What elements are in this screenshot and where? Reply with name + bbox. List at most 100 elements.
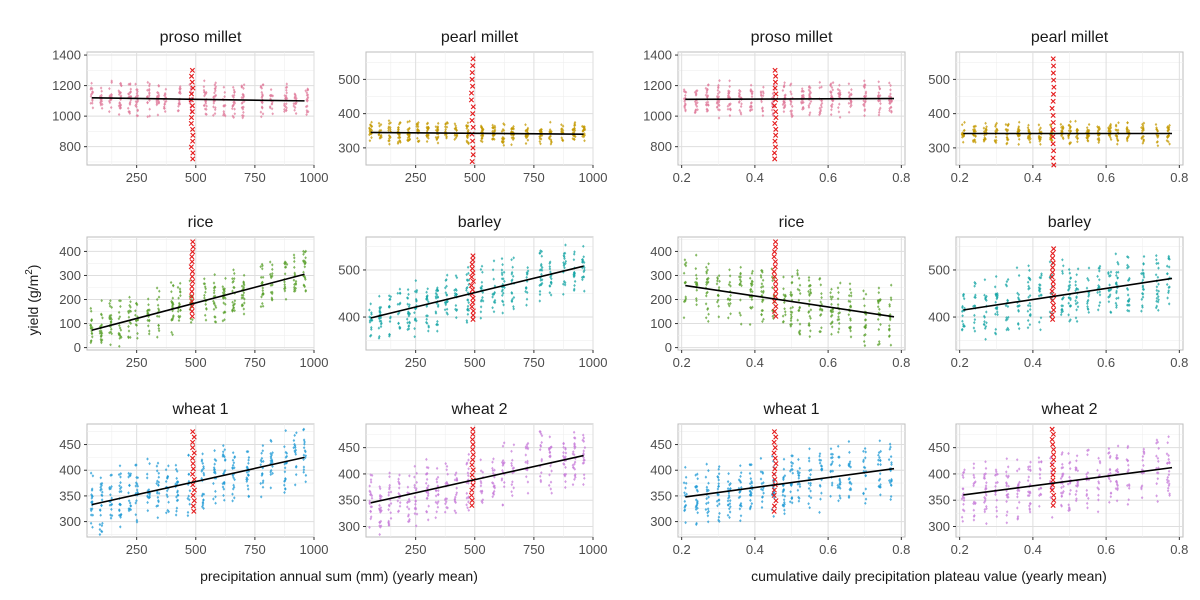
data-point xyxy=(1142,271,1145,275)
data-point xyxy=(444,286,447,290)
data-point xyxy=(985,125,988,129)
data-point xyxy=(202,85,206,89)
data-point xyxy=(157,295,161,299)
data-point xyxy=(188,279,192,283)
highlight-point xyxy=(772,264,778,270)
data-point xyxy=(1018,134,1021,138)
data-point xyxy=(1038,476,1042,480)
data-point xyxy=(837,92,841,96)
data-point xyxy=(388,498,392,502)
data-point xyxy=(1061,271,1064,275)
data-point xyxy=(762,481,765,485)
data-point xyxy=(1016,127,1020,132)
data-point xyxy=(796,482,800,486)
data-point xyxy=(1097,304,1101,308)
data-point xyxy=(240,96,244,100)
data-point xyxy=(820,101,824,105)
highlight-point xyxy=(469,472,475,478)
data-point xyxy=(1098,269,1101,273)
data-point xyxy=(739,279,743,284)
data-point xyxy=(425,139,429,144)
data-point xyxy=(683,262,687,266)
highlight-point xyxy=(470,257,476,263)
data-point xyxy=(369,505,373,509)
highlight-point xyxy=(189,288,195,295)
data-point xyxy=(214,489,217,493)
data-point xyxy=(549,120,552,124)
data-point xyxy=(147,496,151,500)
data-point xyxy=(1142,138,1145,142)
data-point xyxy=(493,486,497,490)
data-point xyxy=(1017,137,1021,141)
data-point xyxy=(434,500,438,504)
data-point xyxy=(425,465,429,469)
data-point xyxy=(974,501,977,505)
data-point xyxy=(761,270,764,274)
data-point xyxy=(118,336,122,340)
data-point xyxy=(797,308,800,313)
data-point xyxy=(762,85,765,89)
data-point xyxy=(694,267,698,271)
data-point xyxy=(370,312,373,316)
data-point xyxy=(436,286,439,290)
data-point xyxy=(526,269,530,273)
data-point xyxy=(524,460,527,464)
data-point xyxy=(202,282,206,286)
data-point xyxy=(203,313,207,317)
data-point xyxy=(808,476,812,480)
data-point xyxy=(862,460,865,464)
data-point xyxy=(983,472,986,476)
data-point xyxy=(1004,283,1008,287)
data-point xyxy=(837,327,841,331)
data-point xyxy=(1067,301,1070,305)
data-point xyxy=(129,472,133,476)
highlight-point xyxy=(190,132,196,138)
data-point xyxy=(368,320,372,324)
highlight-point xyxy=(469,487,475,493)
data-point xyxy=(1165,264,1169,268)
data-point xyxy=(727,316,730,320)
data-point xyxy=(212,95,215,99)
data-point xyxy=(1140,272,1143,276)
data-point xyxy=(305,110,309,114)
data-point xyxy=(445,482,449,486)
data-point xyxy=(717,478,720,482)
data-point xyxy=(830,93,833,97)
data-point xyxy=(1098,264,1102,268)
data-point xyxy=(305,93,309,97)
data-point xyxy=(128,295,131,299)
data-point xyxy=(306,110,310,114)
data-point xyxy=(283,261,286,265)
data-point xyxy=(837,499,840,503)
data-point xyxy=(808,299,811,303)
data-point xyxy=(1029,137,1032,141)
data-point xyxy=(109,325,112,329)
data-point xyxy=(157,475,161,479)
data-point xyxy=(188,295,192,299)
data-point xyxy=(695,299,698,303)
data-point xyxy=(728,89,731,94)
data-point xyxy=(1017,327,1021,331)
data-point xyxy=(573,283,576,288)
data-point xyxy=(242,93,245,97)
panel-title: pearl millet xyxy=(441,29,519,46)
data-point xyxy=(493,128,497,132)
data-point xyxy=(1015,458,1019,462)
data-point xyxy=(972,500,976,504)
data-point xyxy=(682,88,686,92)
data-point xyxy=(389,516,393,520)
data-point xyxy=(539,478,543,482)
y-tick-label: 450 xyxy=(59,437,81,452)
data-point xyxy=(491,123,494,127)
data-point xyxy=(829,322,833,326)
data-point xyxy=(783,502,786,506)
data-point xyxy=(695,281,699,285)
data-point xyxy=(830,287,833,291)
data-point xyxy=(707,501,710,505)
data-point xyxy=(1098,290,1102,294)
data-point xyxy=(717,83,720,87)
data-point xyxy=(1126,278,1130,283)
